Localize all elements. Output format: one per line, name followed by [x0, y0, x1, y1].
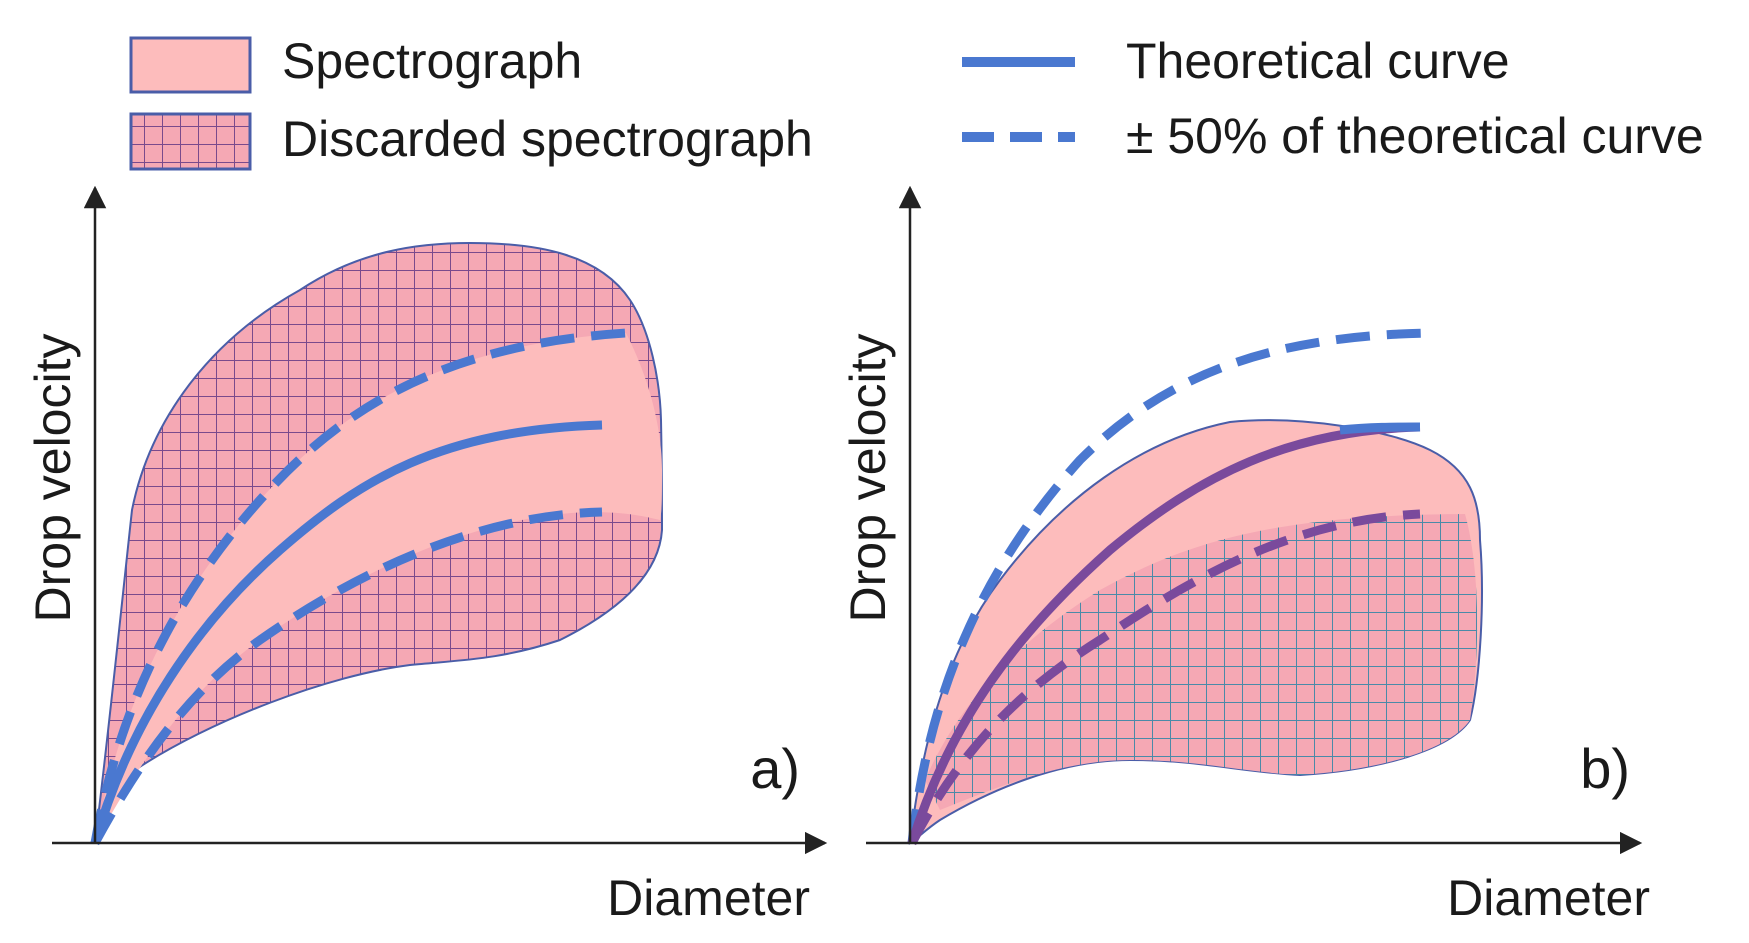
theoretical-curve-a: [90, 420, 603, 845]
lower-bound-curve-b: [908, 509, 1421, 846]
y-axis-label-a: Drop velocity: [25, 334, 81, 623]
upper-bound-curve-b: [907, 328, 1435, 844]
x-axis-label-a: Diameter: [607, 870, 810, 926]
legend-label-band: ± 50% of theoretical curve: [1126, 108, 1704, 164]
theoretical-curve-tail-b: [1339, 422, 1421, 435]
legend-swatch-spectrograph: [129, 36, 252, 94]
panel-label-a: a): [750, 737, 800, 800]
theoretical-curve-b: [907, 422, 1421, 845]
legend-label-discarded: Discarded spectrograph: [282, 111, 813, 167]
legend-label-spectrograph: Spectrograph: [282, 33, 582, 89]
panel-b: Drop velocity Diameter b): [840, 185, 1650, 926]
legend: Spectrograph Discarded spectrograph Theo…: [129, 33, 1704, 171]
panel-label-b: b): [1580, 737, 1630, 800]
legend-label-theoretical: Theoretical curve: [1126, 33, 1510, 89]
y-axis-label-b: Drop velocity: [840, 334, 896, 623]
legend-swatch-discarded: [129, 112, 252, 171]
x-axis-label-b: Diameter: [1447, 870, 1650, 926]
spectrograph-region-a: [95, 333, 662, 843]
upper-bound-curve-a: [90, 328, 627, 844]
lower-bound-curve-a: [91, 507, 603, 846]
discarded-region-b: [925, 514, 1478, 810]
panel-a: Drop velocity Diameter a): [25, 185, 828, 926]
